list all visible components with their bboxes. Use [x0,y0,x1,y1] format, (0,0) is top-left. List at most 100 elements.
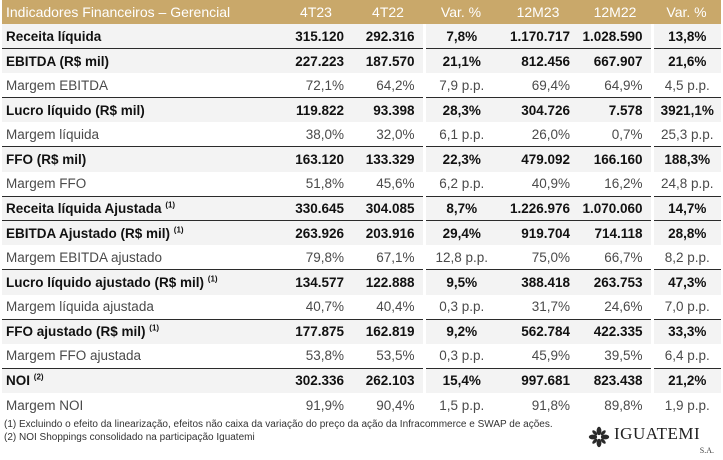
value-4t22: 40,4% [352,294,424,320]
value-4t22: 45,6% [352,171,424,197]
value-12m23: 479.092 [498,146,578,172]
value-4t23: 53,8% [280,343,352,369]
table-row: Margem EBITDA 72,1% 64,2% 7,9 p.p. 69,4% 64,9… [2,73,721,98]
value-var-quarter: 1,5 p.p. [422,392,498,418]
value-var-quarter: 8,7% [422,195,498,221]
value-12m23: 812.456 [498,48,578,74]
table-row: Lucro líquido ajustado (R$ mil) (1) 134.5… [2,269,721,295]
table-row: Margem FFO ajustada 53,8% 53,5% 0,3 p.p. 45,… [2,343,721,369]
value-4t23: 134.577 [280,269,352,295]
header-4t22: 4T22 [352,0,424,24]
row-label: Margem NOI [2,392,280,418]
value-var-year: 13,8% [650,24,721,49]
value-4t22: 122.888 [352,269,424,295]
row-label-text: Lucro líquido ajustado (R$ mil) [6,274,205,290]
header-12m22: 12M22 [578,0,652,24]
value-12m22: 89,8% [578,392,652,418]
table-row: Margem EBITDA ajustado 79,8% 67,1% 12,8 p.p… [2,245,721,270]
value-12m22: 1.070.060 [578,195,652,221]
row-label: Lucro líquido ajustado (R$ mil) (1) [2,269,280,295]
iguatemi-logo: IGUATEMI S.A. [588,422,720,458]
value-var-quarter: 15,4% [422,367,498,393]
row-label-text: Margem FFO [6,176,87,192]
value-var-year: 33,3% [650,318,721,344]
value-12m22: 24,6% [578,294,652,320]
value-4t23: 163.120 [280,146,352,172]
value-12m23: 69,4% [498,73,578,98]
table-body: Receita líquida 315.120 292.316 7,8% 1.170.7… [2,24,721,418]
value-4t23: 40,7% [280,294,352,320]
value-12m23: 919.704 [498,220,578,246]
value-var-year: 25,3 p.p. [650,122,721,147]
value-4t22: 53,5% [352,343,424,369]
logo-suffix: S.A. [699,446,714,455]
value-var-quarter: 7,8% [422,24,498,49]
value-var-year: 6,4 p.p. [650,343,721,369]
row-label: Margem EBITDA ajustado [2,245,280,270]
row-label: Lucro líquido (R$ mil) [2,97,280,123]
row-label: EBITDA Ajustado (R$ mil) (1) [2,220,280,246]
value-4t23: 177.875 [280,318,352,344]
value-12m23: 75,0% [498,245,578,270]
value-4t22: 162.819 [352,318,424,344]
row-label-text: Margem líquida [6,126,100,142]
row-label-text: Margem líquida ajustada [6,299,154,315]
row-label-text: EBITDA Ajustado (R$ mil) [6,225,171,241]
logo-wordmark: IGUATEMI [614,424,701,443]
footnote-1: (1) Excluindo o efeito da linearização, … [4,419,553,430]
value-12m23: 562.784 [498,318,578,344]
row-label: Margem FFO [2,171,280,197]
value-12m23: 45,9% [498,343,578,369]
value-12m23: 26,0% [498,122,578,147]
value-12m22: 166.160 [578,146,652,172]
value-4t23: 315.120 [280,24,352,49]
value-12m23: 304.726 [498,97,578,123]
header-var-quarter: Var. % [424,0,498,24]
table-row: EBITDA Ajustado (R$ mil) (1) 263.926 203.9… [2,220,721,246]
leaf-emblem-icon [588,426,610,448]
header-12m23: 12M23 [498,0,578,24]
value-var-quarter: 12,8 p.p. [422,245,498,270]
table-row: FFO (R$ mil) 163.120 133.329 22,3% 479.092 16… [2,146,721,172]
table-row: Margem líquida 38,0% 32,0% 6,1 p.p. 26,0% 0,7… [2,122,721,147]
value-12m22: 0,7% [578,122,652,147]
value-12m22: 1.028.590 [578,24,652,49]
value-4t22: 133.329 [352,146,424,172]
value-12m22: 16,2% [578,171,652,197]
value-4t22: 203.916 [352,220,424,246]
row-label-text: FFO (R$ mil) [6,152,87,168]
value-4t23: 72,1% [280,73,352,98]
value-12m22: 667.907 [578,48,652,74]
footnote-marker: (1) [207,274,218,284]
row-label-text: Margem FFO ajustada [6,348,142,364]
row-label: Margem líquida ajustada [2,294,280,320]
value-var-year: 3921,1% [650,97,721,123]
value-4t23: 91,9% [280,392,352,418]
table-header-row: Indicadores Financeiros – Gerencial 4T23… [2,0,721,24]
row-label: Margem FFO ajustada [2,343,280,369]
value-var-quarter: 6,1 p.p. [422,122,498,147]
table-row: Margem líquida ajustada 40,7% 40,4% 0,3 p.p… [2,294,721,320]
table-row: Receita líquida 315.120 292.316 7,8% 1.170.7… [2,24,721,49]
value-var-quarter: 7,9 p.p. [422,73,498,98]
row-label-text: EBITDA (R$ mil) [6,53,110,69]
row-label-text: FFO ajustado (R$ mil) [6,324,146,340]
value-12m22: 422.335 [578,318,652,344]
footnote-marker: (1) [165,200,176,210]
header-indicators: Indicadores Financeiros – Gerencial [2,0,280,24]
value-4t22: 93.398 [352,97,424,123]
row-label: NOI (2) [2,367,280,393]
table-row: Margem FFO 51,8% 45,6% 6,2 p.p. 40,9% 16,2% 24… [2,171,721,197]
value-var-quarter: 0,3 p.p. [422,294,498,320]
row-label-text: Lucro líquido (R$ mil) [6,102,145,118]
value-var-year: 7,0 p.p. [650,294,721,320]
value-var-year: 21,6% [650,48,721,74]
value-12m22: 263.753 [578,269,652,295]
footnotes: (1) Excluindo o efeito da linearização, … [4,418,553,444]
row-label: FFO (R$ mil) [2,146,280,172]
value-4t23: 263.926 [280,220,352,246]
value-12m22: 66,7% [578,245,652,270]
header-4t23: 4T23 [280,0,352,24]
value-12m22: 823.438 [578,367,652,393]
row-label-text: Receita líquida Ajustada [6,200,162,216]
